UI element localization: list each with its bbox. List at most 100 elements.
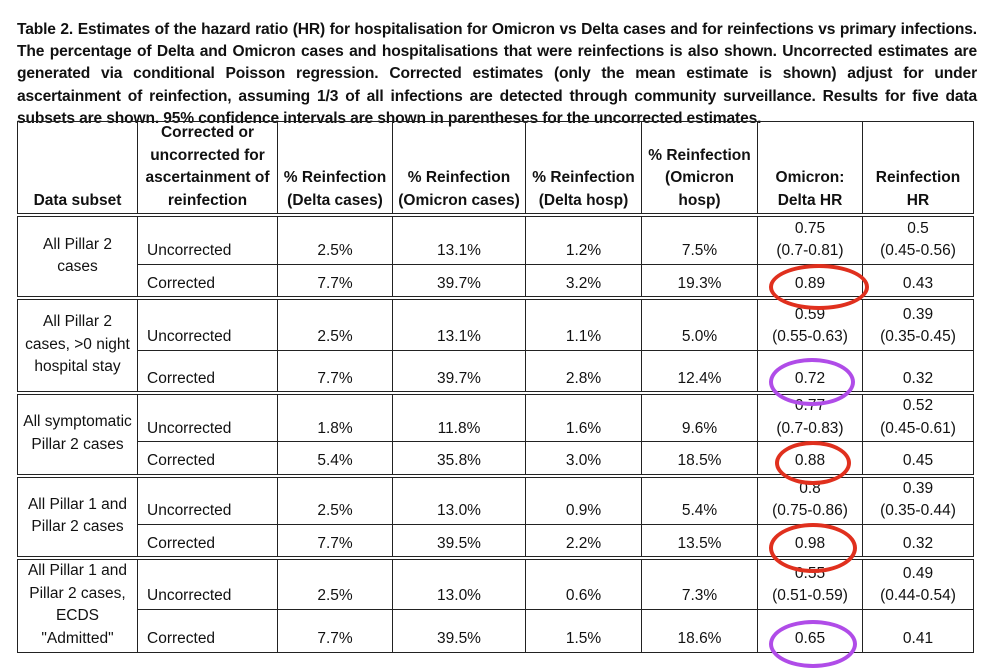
hr-value: 0.41 xyxy=(902,630,934,647)
reinf-delta-cases-cell: 7.7% xyxy=(277,608,393,653)
hr-value: 0.39 xyxy=(902,479,934,497)
omicron-delta-hr-cell: 0.65 xyxy=(757,608,863,668)
correction-type-cell: Uncorrected xyxy=(137,557,278,610)
col-header-reinf-delta-hosp: % Reinfection (Delta hosp) xyxy=(525,121,642,216)
omicron-delta-hr-cell: 0.75 (0.7-0.81) xyxy=(757,214,863,265)
col-header-correction: Corrected or uncorrected for ascertainme… xyxy=(137,121,278,216)
hr-value: 0.8 xyxy=(799,479,821,497)
hr-value: 0.39 xyxy=(902,305,934,323)
reinf-omicron-hosp-cell: 5.0% xyxy=(641,297,758,351)
reinf-omicron-cases-cell: 39.7% xyxy=(392,349,526,394)
reinf-omicron-hosp-cell: 5.4% xyxy=(641,475,758,525)
reinf-delta-cases-cell: 7.7% xyxy=(277,263,393,299)
table-caption: Table 2. Estimates of the hazard ratio (… xyxy=(17,20,977,128)
reinf-omicron-cases-cell: 13.0% xyxy=(392,557,526,610)
hr-value: 0.52 xyxy=(902,397,934,414)
hr-confidence-interval: (0.35-0.45) xyxy=(880,328,956,345)
reinf-omicron-hosp-cell: 18.5% xyxy=(641,441,758,476)
reinf-delta-cases-cell: 2.5% xyxy=(277,214,393,265)
col-header-omicron-delta-hr: Omicron: Delta HR xyxy=(757,121,863,216)
hr-confidence-interval: (0.75-0.86) xyxy=(772,502,848,519)
hr-confidence-interval: (0.7-0.83) xyxy=(776,419,844,437)
reinf-delta-cases-cell: 2.5% xyxy=(277,557,393,610)
reinf-delta-hosp-cell: 1.6% xyxy=(525,392,642,442)
correction-type-cell: Corrected xyxy=(137,263,278,299)
reinfection-hr-cell: 0.45 xyxy=(862,441,974,476)
omicron-delta-hr-cell: 0.55 (0.51-0.59) xyxy=(757,557,863,610)
col-header-reinf-delta-cases: % Reinfection (Delta cases) xyxy=(277,121,393,216)
correction-type-cell: Corrected xyxy=(137,523,278,559)
table-row: All Pillar 2 cases Uncorrected 2.5% 13.1% 1.… xyxy=(17,214,974,299)
hr-confidence-interval: (0.51-0.59) xyxy=(772,587,848,604)
hr-value: 0.32 xyxy=(902,369,934,387)
reinf-delta-hosp-cell: 2.8% xyxy=(525,349,642,394)
hr-confidence-interval: (0.45-0.56) xyxy=(880,242,956,259)
reinf-delta-cases-cell: 2.5% xyxy=(277,297,393,351)
hr-value: 0.49 xyxy=(902,564,934,582)
reinf-delta-hosp-cell: 3.0% xyxy=(525,441,642,476)
reinf-omicron-hosp-cell: 12.4% xyxy=(641,349,758,394)
hr-value: 0.65 xyxy=(794,630,826,647)
reinfection-hr-cell: 0.39 (0.35-0.44) xyxy=(862,475,974,525)
reinf-delta-hosp-cell: 3.2% xyxy=(525,263,642,299)
hr-confidence-interval: (0.44-0.54) xyxy=(880,587,956,604)
data-subset-cell: All Pillar 2 cases, >0 night hospital st… xyxy=(17,297,138,394)
table-row: All Pillar 2 cases, >0 night hospital st… xyxy=(17,297,974,394)
hr-confidence-interval: (0.45-0.61) xyxy=(880,419,956,437)
hr-value: 0.77 xyxy=(794,397,826,414)
omicron-delta-hr-cell: 0.8 (0.75-0.86) xyxy=(757,475,863,525)
row-group: All Pillar 2 cases Uncorrected 2.5% 13.1% 1.… xyxy=(17,214,974,310)
reinf-delta-cases-cell: 1.8% xyxy=(277,392,393,442)
reinf-delta-cases-cell: 7.7% xyxy=(277,349,393,394)
reinf-omicron-cases-cell: 39.7% xyxy=(392,263,526,299)
table-row: Corrected 5.4% 35.8% 3.0% 18.5% 0.88 0.45 xyxy=(18,441,974,485)
reinfection-hr-cell: 0.5 (0.45-0.56) xyxy=(862,214,974,265)
reinfection-hr-cell: 0.41 xyxy=(862,608,974,653)
omicron-delta-hr-cell: 0.98 xyxy=(757,522,863,573)
table-row: Corrected 7.7% 39.5% 1.5% 18.6% 0.65 0.41 xyxy=(18,608,974,668)
reinf-omicron-cases-cell: 39.5% xyxy=(392,523,526,559)
table-row: All symptomatic Pillar 2 cases Uncorrecte… xyxy=(17,392,974,476)
hr-value: 0.59 xyxy=(794,305,826,323)
omicron-delta-hr-cell: 0.77 (0.7-0.83) xyxy=(757,392,863,442)
reinf-delta-cases-cell: 5.4% xyxy=(277,441,393,476)
row-group: All symptomatic Pillar 2 cases Uncorrecte… xyxy=(17,392,974,485)
hr-value: 0.45 xyxy=(902,452,934,469)
data-subset-cell: All Pillar 1 and Pillar 2 cases, ECDS "A… xyxy=(17,557,138,653)
correction-type-cell: Uncorrected xyxy=(137,392,278,442)
reinf-omicron-hosp-cell: 9.6% xyxy=(641,392,758,442)
reinf-delta-cases-cell: 2.5% xyxy=(277,475,393,525)
omicron-delta-hr-cell: 0.89 xyxy=(757,263,869,310)
reinf-omicron-cases-cell: 13.1% xyxy=(392,297,526,351)
hazard-ratio-table: Data subset Corrected or uncorrected for… xyxy=(17,121,974,668)
reinf-delta-hosp-cell: 1.1% xyxy=(525,297,642,351)
reinf-omicron-hosp-cell: 18.6% xyxy=(641,608,758,653)
reinfection-hr-cell: 0.32 xyxy=(862,523,974,559)
hr-confidence-interval: (0.7-0.81) xyxy=(776,242,844,259)
col-header-data-subset: Data subset xyxy=(17,121,138,216)
reinf-omicron-cases-cell: 13.1% xyxy=(392,214,526,265)
row-group: All Pillar 2 cases, >0 night hospital st… xyxy=(17,297,974,406)
hr-value: 0.32 xyxy=(902,534,934,552)
reinf-delta-hosp-cell: 1.5% xyxy=(525,608,642,653)
hr-value: 0.43 xyxy=(902,274,934,292)
correction-type-cell: Uncorrected xyxy=(137,297,278,351)
reinf-delta-hosp-cell: 2.2% xyxy=(525,523,642,559)
reinf-delta-hosp-cell: 1.2% xyxy=(525,214,642,265)
col-header-reinf-omicron-cases: % Reinfection (Omicron cases) xyxy=(392,121,526,216)
reinf-omicron-cases-cell: 13.0% xyxy=(392,475,526,525)
correction-type-cell: Corrected xyxy=(137,441,278,476)
table-row: All Pillar 1 and Pillar 2 cases Uncorrect… xyxy=(17,475,974,559)
table-row: Corrected 7.7% 39.7% 3.2% 19.3% 0.89 0.43 xyxy=(18,263,974,310)
table-row: Corrected 7.7% 39.7% 2.8% 12.4% 0.72 0.32 xyxy=(18,349,974,406)
table-row: All Pillar 1 and Pillar 2 cases, ECDS "A… xyxy=(17,557,974,653)
col-header-reinfection-hr: Reinfection HR xyxy=(862,121,974,216)
reinf-omicron-hosp-cell: 19.3% xyxy=(641,263,758,299)
hr-confidence-interval: (0.55-0.63) xyxy=(772,328,848,345)
correction-type-cell: Uncorrected xyxy=(137,214,278,265)
hr-value: 0.89 xyxy=(794,274,826,292)
correction-type-cell: Corrected xyxy=(137,349,278,394)
reinfection-hr-cell: 0.52 (0.45-0.61) xyxy=(862,392,974,442)
hr-value: 0.75 xyxy=(794,219,826,237)
row-group: All Pillar 1 and Pillar 2 cases Uncorrect… xyxy=(17,475,974,573)
